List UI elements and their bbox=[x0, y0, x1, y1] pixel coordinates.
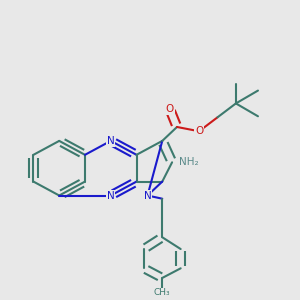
Text: N: N bbox=[107, 136, 115, 146]
Text: NH₂: NH₂ bbox=[179, 157, 199, 167]
Text: N: N bbox=[107, 190, 115, 200]
Text: N: N bbox=[144, 190, 152, 200]
Text: CH₃: CH₃ bbox=[154, 288, 171, 297]
Text: O: O bbox=[195, 126, 203, 136]
Text: O: O bbox=[166, 104, 174, 114]
